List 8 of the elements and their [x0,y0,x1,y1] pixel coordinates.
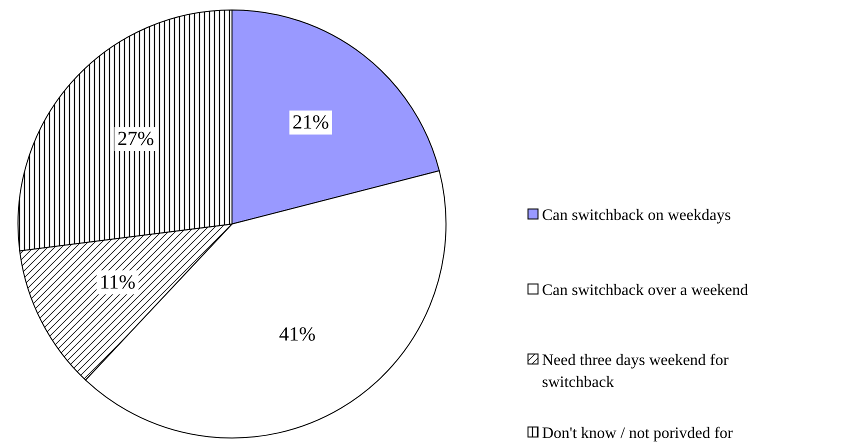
legend-label: Need three days weekend for switchback [542,352,730,390]
data-label: 41% [279,324,316,346]
data-label: 21% [292,112,330,134]
legend-label: Don't know / not porivded for [542,424,734,442]
data-label: 11% [100,271,136,294]
legend-label: Can switchback over a weekend [542,282,748,298]
data-label: 27% [117,128,154,150]
legend-label: Can switchback on weekdays [542,206,731,224]
